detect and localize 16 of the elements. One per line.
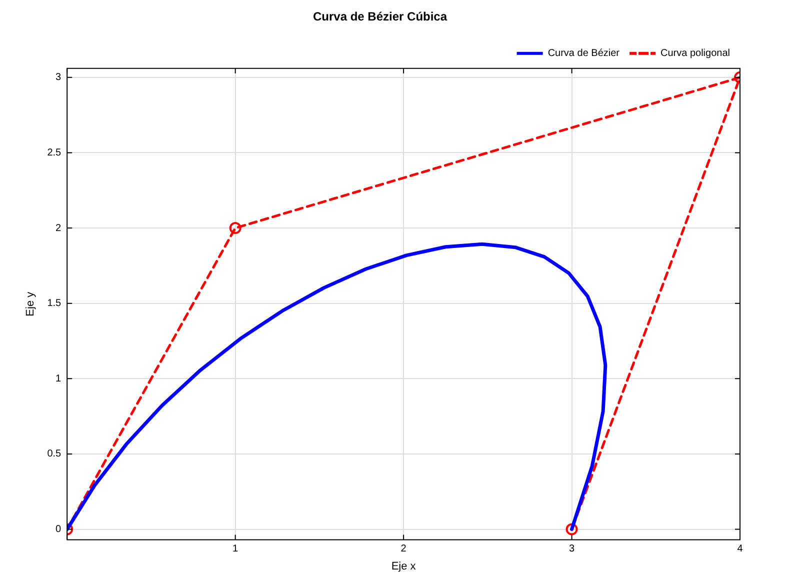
- y-tick-label: 3: [56, 72, 62, 84]
- x-tick-label: 3: [568, 544, 575, 555]
- x-tick-label: 4: [737, 544, 744, 555]
- x-axis-title: Eje x: [391, 560, 416, 572]
- legend-label: Curva de Bézier: [548, 48, 620, 60]
- x-tick-label: 2: [400, 544, 407, 555]
- y-tick-label: 2.5: [47, 147, 62, 158]
- y-tick-label: 0: [56, 524, 62, 536]
- y-tick-label: 2: [56, 222, 62, 234]
- x-tick-label: 1: [232, 544, 239, 555]
- chart-title: Curva de Bézier Cúbica: [312, 10, 448, 24]
- y-tick-label: 1.5: [47, 298, 62, 310]
- y-tick-label: 0.5: [47, 448, 62, 460]
- y-axis-title: Eje y: [24, 291, 37, 316]
- y-tick-label: 1: [56, 373, 62, 384]
- legend-label: Curva poligonal: [660, 48, 730, 60]
